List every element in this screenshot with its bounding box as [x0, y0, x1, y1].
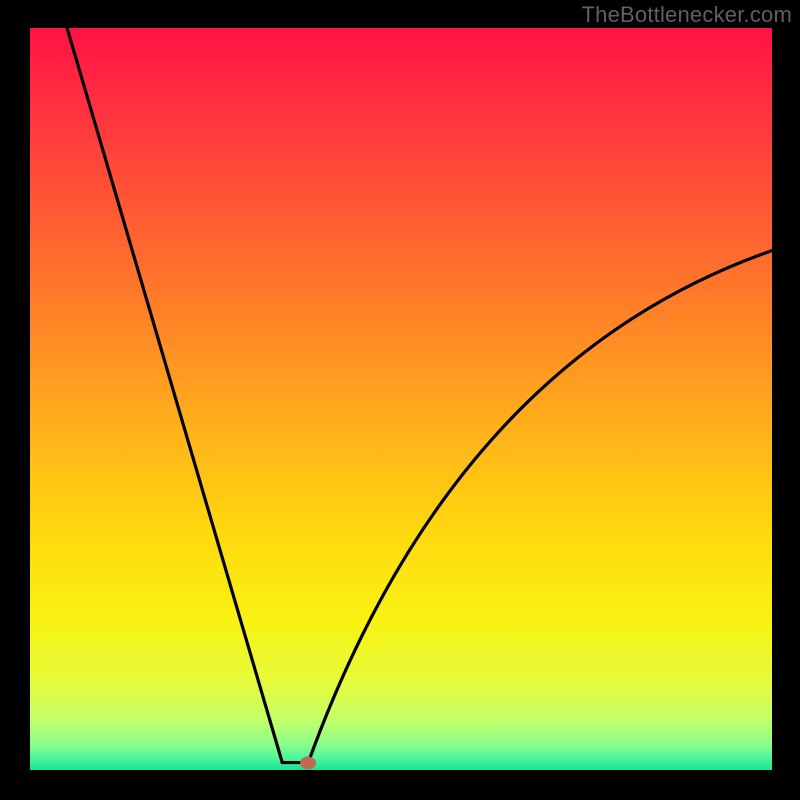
- minimum-marker: [300, 756, 316, 769]
- bottleneck-curve: [67, 28, 772, 763]
- watermark-text: TheBottlenecker.com: [582, 2, 792, 28]
- curve-overlay: [30, 28, 772, 770]
- chart-container: TheBottlenecker.com: [0, 0, 800, 800]
- plot-area: [30, 28, 772, 770]
